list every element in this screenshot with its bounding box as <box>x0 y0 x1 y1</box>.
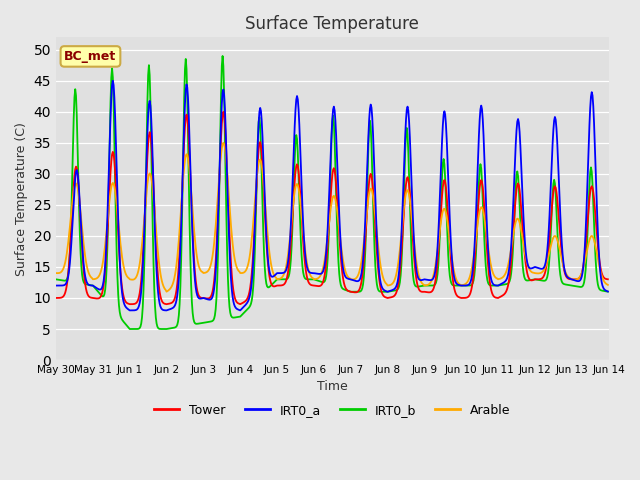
Arable <box>119 259 127 265</box>
Arable <box>52 270 60 276</box>
Title: Surface Temperature: Surface Temperature <box>245 15 419 33</box>
Line: Tower: Tower <box>56 112 608 304</box>
IRT0_a <box>109 78 116 84</box>
Legend: Tower, IRT0_a, IRT0_b, Arable: Tower, IRT0_a, IRT0_b, Arable <box>150 398 515 421</box>
Arable <box>604 282 612 288</box>
Arable <box>163 289 170 295</box>
Tower <box>62 287 70 292</box>
Arable <box>176 227 184 233</box>
Arable <box>205 267 212 273</box>
IRT0_b <box>126 326 134 332</box>
IRT0_a <box>120 299 127 305</box>
IRT0_a <box>417 277 424 283</box>
Tower <box>401 201 408 206</box>
Arable <box>220 140 227 146</box>
IRT0_a <box>604 288 612 294</box>
IRT0_b <box>401 171 408 177</box>
Tower <box>417 288 424 294</box>
Line: Arable: Arable <box>56 143 608 292</box>
IRT0_a <box>205 297 213 302</box>
Tower <box>52 295 60 301</box>
Tower <box>176 248 184 254</box>
Arable <box>417 278 424 284</box>
IRT0_a <box>163 308 170 313</box>
Line: IRT0_a: IRT0_a <box>56 81 608 311</box>
Tower <box>126 301 134 307</box>
IRT0_b <box>119 318 127 324</box>
X-axis label: Time: Time <box>317 381 348 394</box>
Text: BC_met: BC_met <box>65 50 116 63</box>
IRT0_a <box>52 283 60 288</box>
IRT0_b <box>205 319 212 325</box>
IRT0_b <box>62 277 70 283</box>
Tower <box>119 290 127 296</box>
Tower <box>604 276 612 282</box>
IRT0_a <box>401 151 408 157</box>
IRT0_b <box>176 301 184 307</box>
IRT0_a <box>177 244 184 250</box>
Y-axis label: Surface Temperature (C): Surface Temperature (C) <box>15 122 28 276</box>
IRT0_b <box>604 289 612 295</box>
Tower <box>205 295 212 301</box>
IRT0_b <box>52 276 60 282</box>
Arable <box>62 255 70 261</box>
Arable <box>401 200 408 206</box>
Tower <box>220 109 227 115</box>
IRT0_a <box>62 281 70 287</box>
Line: IRT0_b: IRT0_b <box>56 56 608 329</box>
IRT0_b <box>417 283 424 289</box>
IRT0_b <box>219 53 227 59</box>
